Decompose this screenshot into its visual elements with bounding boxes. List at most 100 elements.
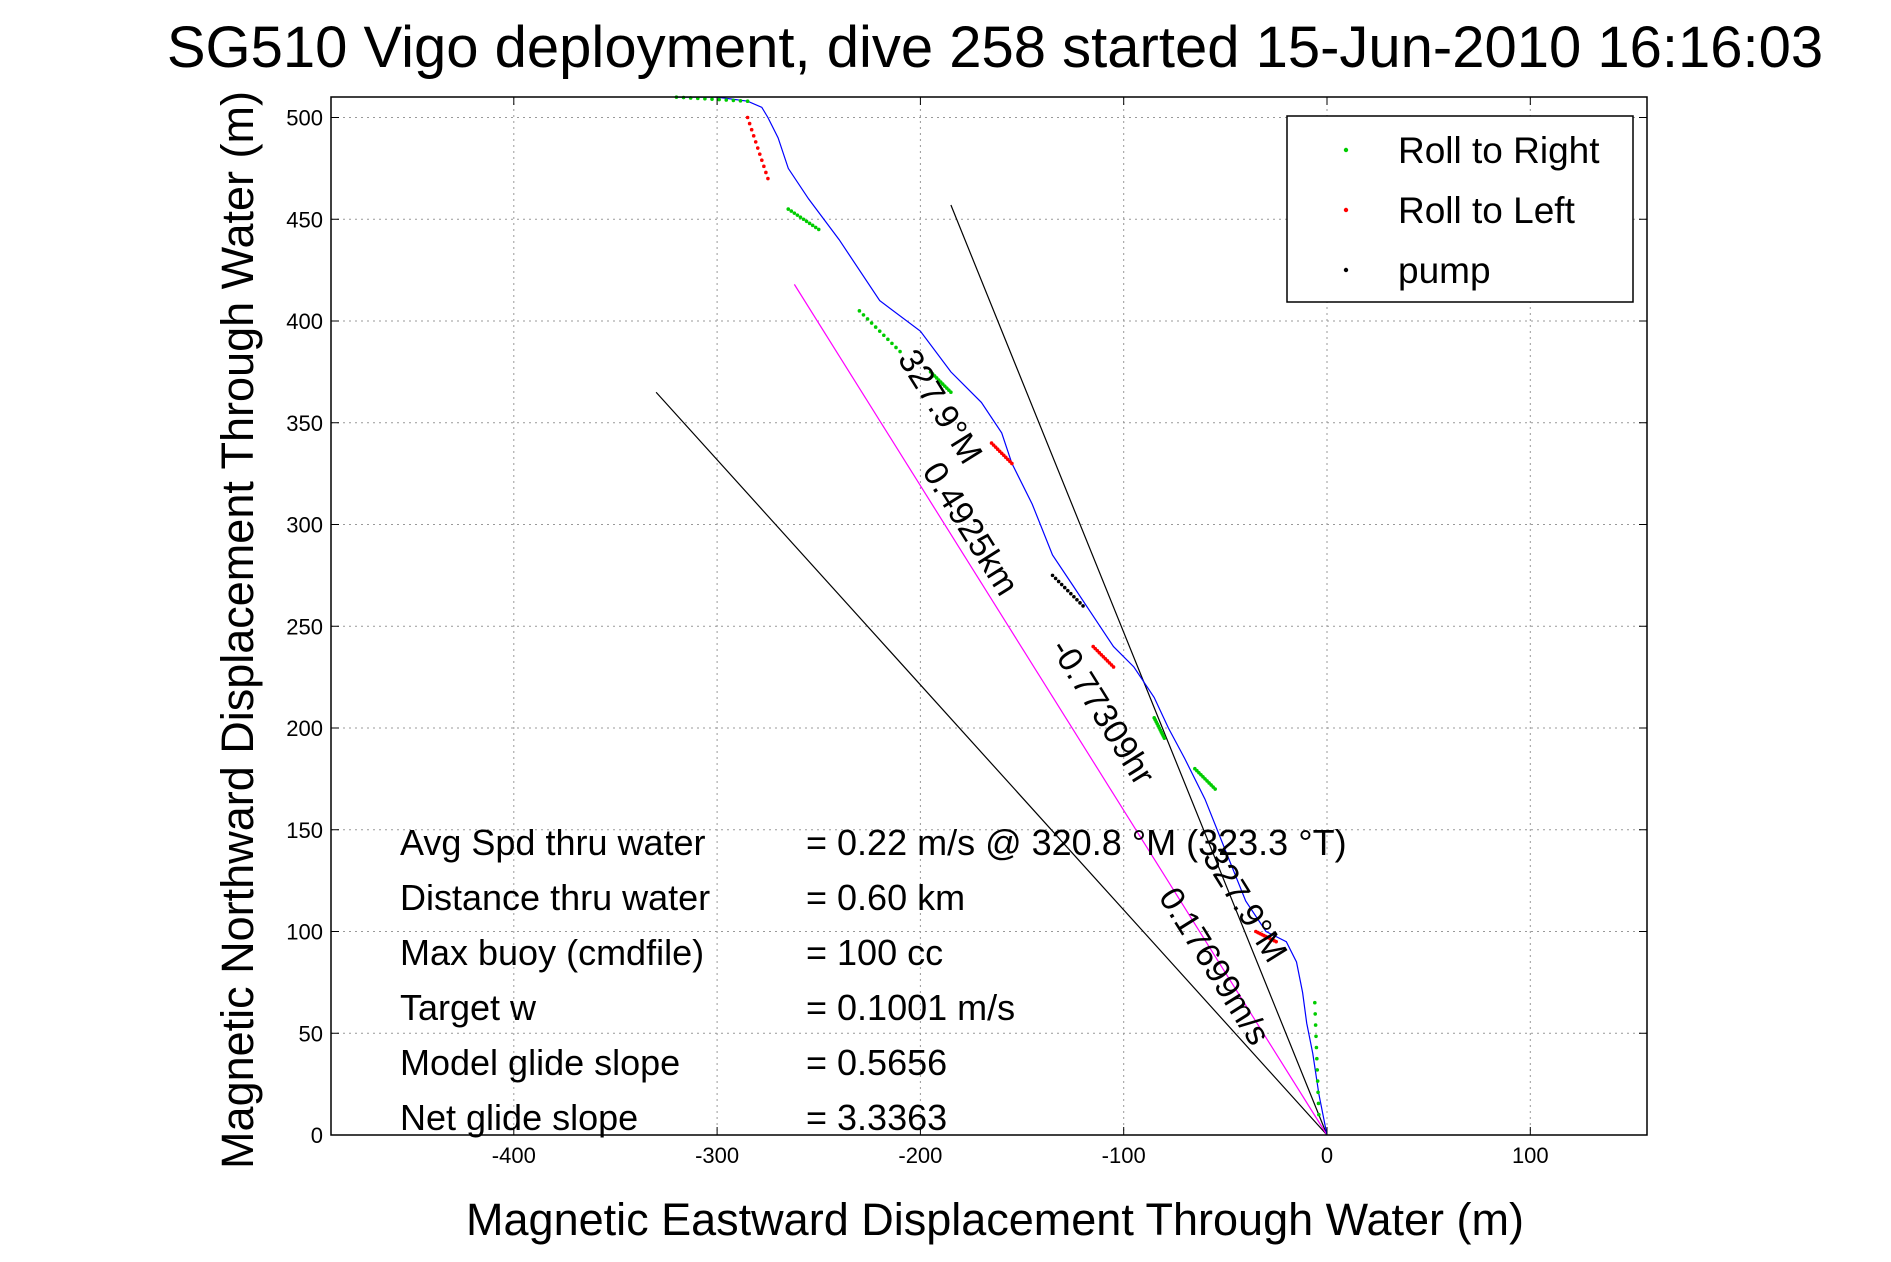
grid (331, 97, 1647, 1136)
annotation-label: Net glide slope (400, 1097, 638, 1138)
y-tick-label: 150 (286, 818, 323, 843)
marker-point (786, 207, 791, 211)
reference-lines (655, 204, 1328, 1136)
annotation-value: = 0.60 km (806, 877, 965, 918)
roll-markers (674, 95, 1321, 1117)
annotation-label: Model glide slope (400, 1042, 680, 1083)
marker-point (1316, 1101, 1321, 1106)
marker-point (747, 121, 752, 126)
marker-point (810, 223, 815, 228)
marker-point (760, 158, 764, 163)
legend-swatch (1343, 267, 1349, 273)
marker-point (1313, 1023, 1318, 1027)
marker-point (798, 215, 803, 220)
marker-point (1152, 716, 1156, 720)
track-line (676, 96, 1328, 1136)
annotation-value: = 0.22 m/s @ 320.8 °M (323.3 °T) (806, 822, 1347, 863)
legend-swatch (1343, 207, 1349, 213)
x-tick-label: -400 (492, 1143, 536, 1168)
x-tick-label: -300 (695, 1143, 739, 1168)
marker-point (873, 325, 878, 329)
x-tick-label: -100 (1102, 1143, 1146, 1168)
marker-point (865, 317, 870, 321)
marker-point (1081, 604, 1085, 608)
y-tick-label: 450 (286, 207, 323, 232)
legend-label: Roll to Left (1398, 190, 1576, 231)
axes-box (330, 96, 1648, 1136)
marker-point (1053, 576, 1058, 581)
annotation-value: = 0.5656 (806, 1042, 947, 1083)
marker-point (1075, 597, 1079, 602)
marker-point (804, 219, 809, 224)
marker-point (1315, 1068, 1320, 1072)
marker-point (724, 98, 729, 102)
marker-point (745, 115, 750, 120)
y-tick-label: 300 (286, 513, 323, 538)
marker-point (801, 217, 806, 222)
marker-point (1315, 1079, 1320, 1083)
legend-label: Roll to Right (1398, 130, 1600, 171)
y-tick-label: 200 (286, 716, 323, 741)
marker-point (1313, 1000, 1317, 1005)
marker-point (928, 370, 933, 374)
marker-point (1056, 579, 1061, 584)
marker-point (989, 441, 994, 445)
marker-point (764, 170, 768, 175)
annotation-value: = 0.1001 m/s (806, 987, 1015, 1028)
x-tick-label: 100 (1512, 1143, 1549, 1168)
marker-point (869, 321, 874, 325)
legend-label: pump (1398, 250, 1491, 291)
marker-point (1072, 594, 1076, 599)
marker-point (882, 333, 886, 338)
y-tick-label: 50 (299, 1021, 323, 1046)
marker-point (1317, 1112, 1321, 1117)
marker-point (1254, 929, 1258, 934)
marker-point (1313, 1012, 1318, 1016)
y-tick-label: 400 (286, 309, 323, 334)
marker-point (762, 164, 766, 169)
marker-point (753, 140, 758, 144)
annotation-label: Max buoy (cmdfile) (400, 932, 704, 973)
marker-point (1062, 585, 1067, 590)
x-axis-ticks: -400 -300 -200 -100 0 100 (492, 97, 1549, 1168)
y-tick-label: 500 (286, 106, 323, 131)
legend: Roll to Right Roll to Left pump (1286, 115, 1634, 303)
y-tick-label: 100 (286, 920, 323, 945)
marker-point (1059, 582, 1064, 587)
marker-point (898, 349, 902, 354)
marker-point (857, 309, 862, 313)
marker-point (813, 225, 818, 230)
y-axis-label: Magnetic Northward Displacement Through … (212, 91, 263, 1169)
reference-line (655, 391, 1328, 1136)
marker-point (1316, 1090, 1320, 1095)
y-axis-ticks: 0 50 100 150 200 250 300 350 400 450 500 (286, 106, 1647, 1148)
x-tick-label: 0 (1321, 1143, 1333, 1168)
marker-point (861, 313, 866, 317)
chart-title: SG510 Vigo deployment, dive 258 started … (167, 15, 1823, 80)
reference-line (950, 204, 1328, 1136)
annotation-value: = 3.3363 (806, 1097, 947, 1138)
x-axis-label: Magnetic Eastward Displacement Through W… (466, 1194, 1524, 1245)
marker-point (757, 152, 762, 156)
marker-point (816, 227, 821, 232)
annotation-label: Target w (400, 987, 537, 1028)
marker-point (1193, 766, 1197, 771)
marker-point (886, 337, 890, 342)
marker-point (1050, 573, 1055, 578)
annotation-label: Avg Spd thru water (400, 822, 706, 863)
marker-point (894, 345, 898, 350)
marker-point (877, 329, 882, 333)
track-polyline (676, 96, 1328, 1136)
marker-point (717, 97, 721, 102)
y-tick-label: 350 (286, 411, 323, 436)
y-tick-label: 250 (286, 614, 323, 639)
stats-annotations: Avg Spd thru water = 0.22 m/s @ 320.8 °M … (400, 822, 1347, 1138)
marker-point (738, 99, 743, 103)
legend-swatch (1343, 147, 1349, 153)
x-tick-label: -200 (898, 1143, 942, 1168)
marker-point (890, 341, 894, 346)
marker-point (703, 96, 707, 101)
marker-point (710, 97, 714, 101)
marker-point (1315, 1056, 1319, 1061)
marker-point (749, 127, 754, 132)
